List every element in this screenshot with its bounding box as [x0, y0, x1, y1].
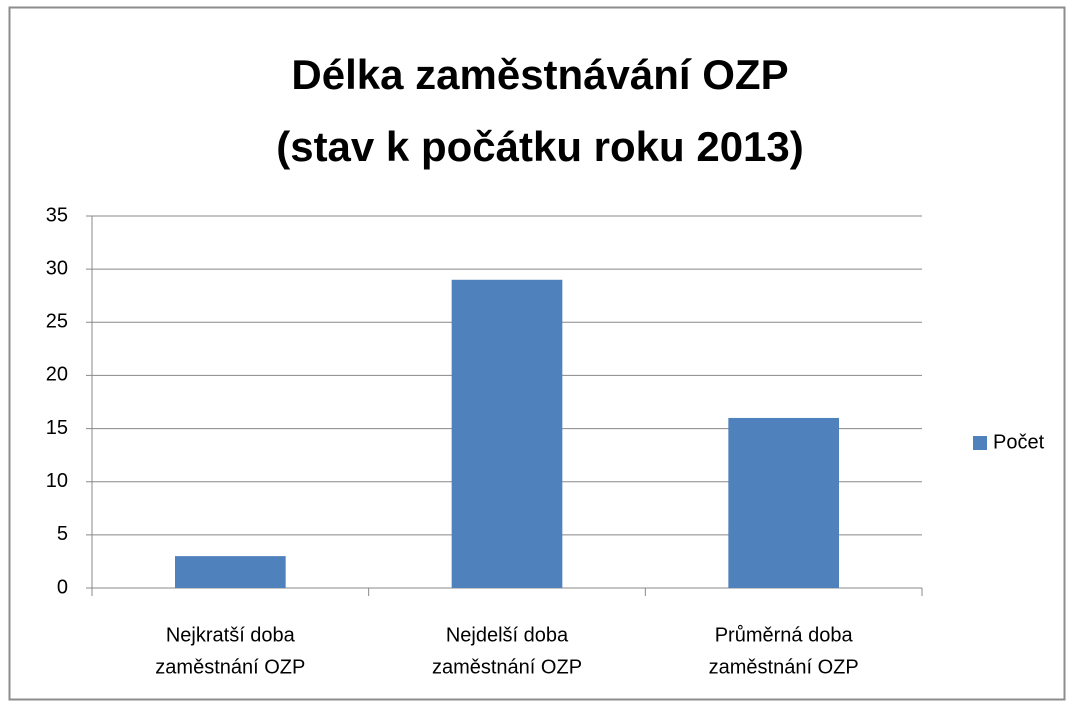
- bar: [728, 417, 839, 588]
- x-tick-label: zaměstnání OZP: [709, 656, 859, 678]
- y-tick-label: 35: [46, 204, 68, 226]
- y-tick-label: 20: [46, 364, 68, 386]
- y-tick-label: 25: [46, 311, 68, 333]
- x-tick-label: zaměstnání OZP: [155, 656, 305, 678]
- y-tick-label: 30: [46, 257, 68, 279]
- legend-swatch: [973, 436, 987, 450]
- legend-label: Počet: [993, 431, 1045, 453]
- x-tick-label: zaměstnání OZP: [432, 656, 582, 678]
- x-tick-label: Průměrná doba: [715, 624, 854, 646]
- chart-title: Délka zaměstnávání OZP: [291, 51, 788, 98]
- bar: [451, 279, 563, 588]
- chart-title: (stav k počátku roku 2013): [276, 123, 804, 170]
- y-tick-label: 0: [57, 576, 68, 598]
- x-tick-label: Nejdelší doba: [446, 624, 569, 646]
- x-tick-label: Nejkratší doba: [166, 624, 296, 646]
- y-tick-label: 5: [57, 523, 68, 545]
- bar: [175, 556, 286, 588]
- y-tick-label: 10: [46, 470, 68, 492]
- y-tick-label: 15: [46, 417, 68, 439]
